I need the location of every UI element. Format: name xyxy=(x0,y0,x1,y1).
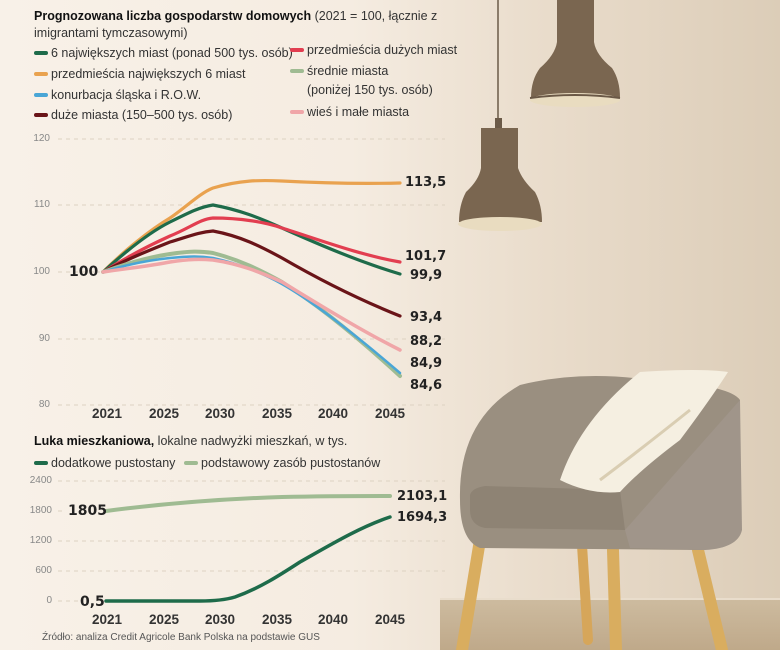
legend-swatch-icon xyxy=(34,71,48,76)
end-value-label: 88,2 xyxy=(410,334,443,349)
start-value-label: 0,5 xyxy=(80,594,105,610)
legend-swatch-icon xyxy=(184,460,198,465)
end-value-label: 101,7 xyxy=(405,249,447,264)
end-value-label: 113,5 xyxy=(405,175,447,190)
legend-label: średnie miasta xyxy=(307,64,389,78)
source-note: Źródło: analiza Credit Agricole Bank Pol… xyxy=(42,632,320,643)
top-chart-legend: 6 największych miast (ponad 500 tys. osó… xyxy=(34,43,457,126)
y-tick: 600 xyxy=(35,565,52,576)
legend-label: podstawowy zasób pustostanów xyxy=(201,456,381,470)
legend-item: podstawowy zasób pustostanów xyxy=(184,456,380,471)
legend-label: 6 największych miast (ponad 500 tys. osó… xyxy=(51,46,293,60)
y-tick: 90 xyxy=(38,333,50,344)
y-tick: 100 xyxy=(33,266,50,277)
legend-swatch-icon xyxy=(290,47,304,52)
series-line xyxy=(101,178,402,274)
series-line xyxy=(101,203,402,276)
legend-swatch-icon xyxy=(34,112,48,117)
x-tick: 2035 xyxy=(261,612,293,627)
start-value-label: 1805 xyxy=(68,503,107,519)
legend-label: (poniżej 150 tys. osób) xyxy=(307,83,433,97)
bottom-chart-title-rest: lokalne nadwyżki mieszkań, w tys. xyxy=(154,434,348,448)
legend-item: 6 największych miast (ponad 500 tys. osó… xyxy=(34,46,293,61)
y-tick: 80 xyxy=(38,399,50,410)
series-line xyxy=(104,494,392,513)
y-tick: 120 xyxy=(33,133,50,144)
end-value-label: 99,9 xyxy=(410,268,443,283)
x-tick: 2040 xyxy=(317,406,349,421)
y-tick: 2400 xyxy=(29,475,52,486)
x-tick: 2045 xyxy=(374,612,406,627)
legend-item: dodatkowe pustostany xyxy=(34,456,175,471)
end-value-label: 93,4 xyxy=(410,310,443,325)
legend-label: duże miasta (150–500 tys. osób) xyxy=(51,108,233,122)
end-value-label: 84,6 xyxy=(410,378,443,393)
end-value-label: 1694,3 xyxy=(397,510,448,525)
end-value-label: 2103,1 xyxy=(397,489,448,504)
x-tick: 2030 xyxy=(204,406,236,421)
bottom-chart-title: Luka mieszkaniowa, lokalne nadwyżki mies… xyxy=(34,433,454,450)
legend-swatch-icon xyxy=(34,50,48,55)
top-chart-title-bold: Prognozowana liczba gospodarstw domowych xyxy=(34,9,312,23)
legend-label: dodatkowe pustostany xyxy=(51,456,176,470)
end-value-label: 84,9 xyxy=(410,356,443,371)
bottom-chart-legend: dodatkowe pustostany podstawowy zasób pu… xyxy=(34,456,454,474)
legend-item-continuation: (poniżej 150 tys. osób) xyxy=(307,83,433,98)
pendant-lamp-icon xyxy=(529,0,621,107)
y-tick: 1800 xyxy=(29,505,52,516)
legend-item: przedmieścia dużych miast xyxy=(290,43,457,58)
legend-label: przedmieścia dużych miast xyxy=(307,43,458,57)
start-value-label: 100 xyxy=(69,264,99,280)
x-tick: 2035 xyxy=(261,406,293,421)
x-tick: 2025 xyxy=(148,612,180,627)
legend-item: przedmieścia największych 6 miast xyxy=(34,67,246,82)
x-tick: 2025 xyxy=(148,406,180,421)
y-tick: 110 xyxy=(34,199,50,210)
top-chart-title: Prognozowana liczba gospodarstw domowych… xyxy=(34,8,454,42)
x-tick: 2021 xyxy=(91,406,123,421)
legend-label: wieś i małe miasta xyxy=(307,105,410,119)
series-line xyxy=(101,229,402,318)
series-line xyxy=(101,257,402,352)
x-tick: 2040 xyxy=(317,612,349,627)
bottom-chart-title-bold: Luka mieszkaniowa, xyxy=(34,434,155,448)
series-line xyxy=(101,216,402,274)
legend-swatch-icon xyxy=(34,92,48,97)
y-tick: 0 xyxy=(46,595,52,606)
legend-swatch-icon xyxy=(34,460,48,465)
armchair-icon xyxy=(456,370,742,650)
legend-swatch-icon xyxy=(290,68,304,73)
series-line xyxy=(104,515,392,603)
top-chart-title-rest: (2021 = 100, łącznie z imigrantami tymcz… xyxy=(34,9,438,40)
pendant-lamp-icon xyxy=(458,118,542,231)
x-tick: 2021 xyxy=(91,612,123,627)
legend-item: wieś i małe miasta xyxy=(290,105,409,120)
legend-label: konurbacja śląska i R.O.W. xyxy=(51,88,202,102)
x-tick: 2045 xyxy=(374,406,406,421)
legend-label: przedmieścia największych 6 miast xyxy=(51,67,246,81)
legend-item: konurbacja śląska i R.O.W. xyxy=(34,88,201,103)
legend-item: duże miasta (150–500 tys. osób) xyxy=(34,108,232,123)
y-tick: 1200 xyxy=(29,535,52,546)
x-tick: 2030 xyxy=(204,612,236,627)
legend-swatch-icon xyxy=(290,109,304,114)
legend-item: średnie miasta xyxy=(290,64,388,79)
